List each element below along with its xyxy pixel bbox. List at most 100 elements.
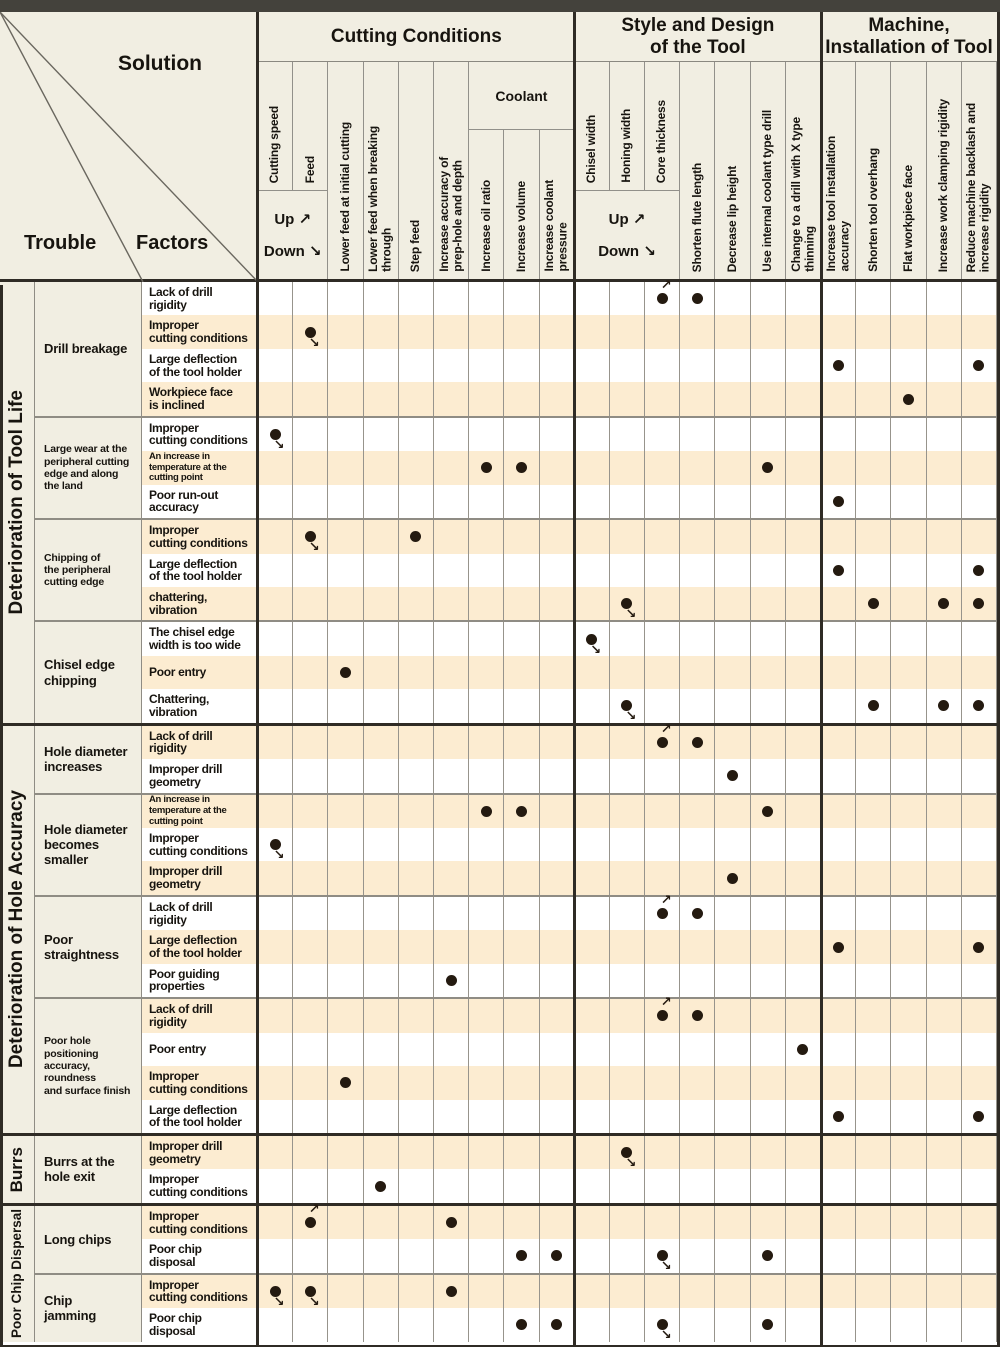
dot-marker <box>832 941 844 953</box>
column-header-label: Shorten flute length <box>689 162 704 272</box>
matrix-cell <box>962 451 997 485</box>
column-header: Increase work clamping rigidity <box>927 62 962 279</box>
matrix-cell <box>610 282 646 316</box>
matrix-cell <box>364 417 399 452</box>
matrix-cell <box>469 655 505 690</box>
factor-label: Lack of drill rigidity <box>149 285 213 312</box>
matrix-cell <box>258 759 294 793</box>
matrix-cell <box>504 1066 540 1100</box>
dot-marker <box>515 462 527 474</box>
matrix-cell <box>258 282 294 316</box>
matrix-cell: ↗ <box>645 722 681 760</box>
factor-row: Poor entry <box>142 655 1000 690</box>
matrix-cell <box>751 896 786 931</box>
matrix-cell <box>504 930 540 964</box>
matrix-cell <box>715 1032 751 1067</box>
down-arrow-icon: ↘ <box>625 1155 637 1171</box>
matrix-cell <box>540 520 575 554</box>
matrix-cell <box>962 1169 997 1203</box>
matrix-body: Deterioration of Tool Life Drill breakage… <box>0 278 1000 1342</box>
matrix-cell <box>891 1274 927 1309</box>
matrix-cell <box>786 1169 822 1203</box>
factor-row: Poor chip disposal ↘ <box>142 1239 1000 1273</box>
matrix-cell <box>856 794 892 828</box>
matrix-cell <box>328 586 364 621</box>
down-arrow-icon: ↘ <box>625 708 637 724</box>
matrix-cell <box>891 282 927 316</box>
matrix-cell <box>962 930 997 964</box>
matrix-cell <box>645 622 681 656</box>
down-arrow-icon: ↘ <box>273 847 285 863</box>
down-arrow-icon: ↘ <box>590 641 602 657</box>
matrix-cell <box>680 382 716 416</box>
factor-row: Improper drill geometry <box>142 759 1000 793</box>
matrix-cell <box>258 348 294 383</box>
solution-cells <box>258 794 997 828</box>
column-header-label: Increase coolant pressure <box>542 180 570 272</box>
matrix-cell <box>434 725 470 760</box>
matrix-cell <box>751 382 786 416</box>
factor-label: Lack of drill rigidity <box>149 899 213 927</box>
down-arrow-icon: ↘ <box>308 539 320 555</box>
factor-label: Improper cutting conditions <box>149 1069 248 1096</box>
matrix-cell <box>962 1308 997 1342</box>
matrix-cell <box>751 282 786 316</box>
factor-label: Poor guiding properties <box>149 966 220 994</box>
matrix-cell <box>469 282 505 316</box>
matrix-cell <box>715 484 751 519</box>
matrix-cell <box>962 689 997 723</box>
matrix-cell <box>328 622 364 656</box>
matrix-cell <box>328 282 364 316</box>
factor-label: chattering, vibration <box>149 589 208 617</box>
matrix-cell <box>962 896 997 931</box>
matrix-cell <box>821 484 857 519</box>
factor-rows: Improper cutting conditions ↗ Poor chip di… <box>142 1202 1000 1273</box>
matrix-cell <box>504 520 540 554</box>
matrix-cell: ↗ <box>293 1202 329 1240</box>
matrix-cell <box>434 1274 470 1309</box>
factor-row: Large deflection of the tool holder <box>142 930 1000 964</box>
factor-row: Chattering, vibration ↘ <box>142 689 1000 724</box>
solution-cells <box>258 963 997 998</box>
matrix-cell <box>927 963 962 998</box>
matrix-cell <box>715 861 751 895</box>
matrix-cell <box>645 417 681 452</box>
matrix-cell <box>891 999 927 1033</box>
trouble-group: Chip jamming Improper cutting conditions ↘… <box>35 1272 1000 1342</box>
factor-cell: Poor entry <box>142 1033 258 1066</box>
matrix-cell <box>469 520 505 554</box>
matrix-cell <box>891 553 927 587</box>
matrix-cell <box>575 315 610 349</box>
factor-label: Large deflection of the tool holder <box>149 933 242 961</box>
matrix-cell <box>469 963 505 998</box>
column-header: Shorten flute length <box>680 62 716 279</box>
matrix-cell <box>610 794 646 828</box>
up-arrow-icon: ↗ <box>660 277 672 293</box>
factor-rows: Lack of drill rigidity ↗ Improper drill ge… <box>142 722 1000 793</box>
factor-cell: Improper cutting conditions <box>142 1206 258 1239</box>
matrix-cell <box>891 315 927 349</box>
factor-label: Improper cutting conditions <box>149 1172 248 1200</box>
matrix-cell <box>927 794 962 828</box>
solution-cells <box>258 451 997 485</box>
factor-label: Improper cutting conditions <box>149 1208 248 1236</box>
column-group-header: Style and Design of the Tool <box>574 12 822 62</box>
matrix-cell <box>399 622 434 656</box>
matrix-cell <box>715 348 751 383</box>
solution-cells: ↗ <box>258 722 997 760</box>
factor-row: Poor guiding properties <box>142 963 1000 998</box>
matrix-cell <box>680 725 716 760</box>
matrix-cell <box>962 315 997 349</box>
factor-row: Workpiece face is inclined <box>142 382 1000 416</box>
factor-rows: The chisel edge width is too wide ↘ Poor e… <box>142 622 1000 724</box>
matrix-cell <box>434 655 470 690</box>
factor-row: Lack of drill rigidity ↗ <box>142 893 1000 931</box>
trouble-cell: Poor hole positioning accuracy, roundnes… <box>35 999 142 1133</box>
matrix-cell <box>399 828 434 862</box>
down-label: Down ↘ <box>263 243 322 260</box>
matrix-cell <box>680 484 716 519</box>
matrix-cell <box>364 586 399 621</box>
matrix-cell <box>469 451 505 485</box>
matrix-cell <box>434 382 470 416</box>
matrix-cell <box>856 417 892 452</box>
